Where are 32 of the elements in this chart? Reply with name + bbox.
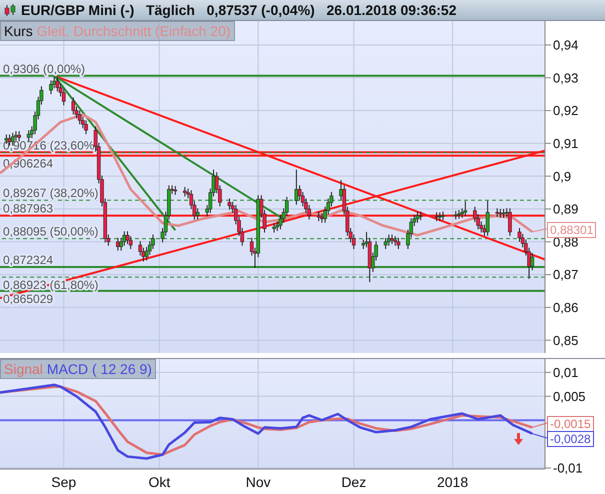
- text: Gleit. Durchschnitt (Einfach 20): [36, 23, 231, 39]
- x-tick-label: Nov: [246, 474, 271, 490]
- y-tick-label: 0,92: [553, 103, 578, 118]
- annotation: 0,88301: [547, 222, 596, 238]
- series-label: MACD ( 12 26 9): [46, 361, 152, 377]
- ref-line-label: 0,9306 (0,00%): [3, 62, 86, 76]
- ref-line-label: 0,887963: [3, 202, 54, 216]
- y-tick-label: 0,01: [553, 365, 578, 380]
- annotation: -0,0015: [547, 416, 594, 432]
- x-tick-label: 2018: [436, 474, 468, 490]
- y-tick-label: 0,005: [553, 388, 586, 404]
- y-tick-label: 0,94: [553, 38, 578, 53]
- y-tick-label: 0,85: [553, 332, 578, 348]
- legend-label: Kurs: [4, 23, 33, 39]
- y-tick-label: 0,86: [553, 300, 578, 316]
- y-tick-label: -0,01: [553, 460, 583, 476]
- ref-line-label: 0,88095 (50,00%): [3, 224, 98, 239]
- ref-line-label: 0,865029: [3, 292, 54, 306]
- ref-line-label: 0,89267 (38,20%): [3, 186, 98, 200]
- y-tick-label: 0,91: [553, 136, 578, 151]
- chart-title: EUR/GBP Mini (-) Täglich 0,87537 (-0,04%) 26.01.2018 09:36:52: [21, 2, 456, 18]
- y-tick-label: 0,9: [553, 168, 572, 184]
- x-tick-label: Sep: [51, 474, 76, 490]
- ref-line-label: 0,872324: [3, 252, 54, 267]
- y-tick-label: 0,93: [553, 70, 578, 86]
- ref-line-label: 0,86923 (61,80%): [3, 278, 98, 292]
- series-label: Signal: [4, 361, 43, 377]
- annotation: -0,0028: [547, 431, 594, 447]
- x-tick-label: Dez: [341, 474, 366, 490]
- x-tick-label: Okt: [148, 474, 170, 490]
- y-tick-label: 0,87: [553, 267, 578, 282]
- y-tick-label: 0,89: [553, 202, 578, 217]
